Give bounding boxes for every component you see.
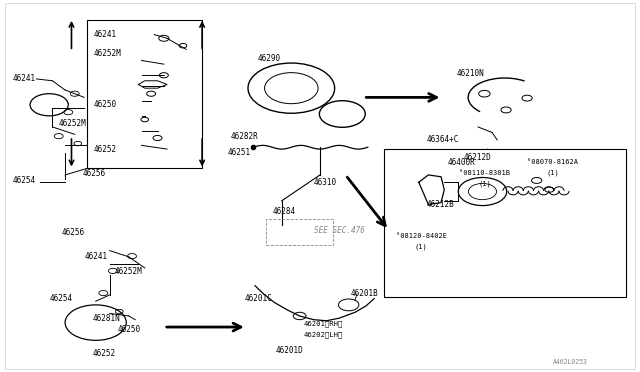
Bar — [88, 20, 202, 167]
Text: 46256: 46256 — [62, 228, 85, 237]
Text: 46252M: 46252M — [59, 119, 86, 128]
Text: 46290: 46290 — [257, 54, 280, 63]
Text: 46364+C: 46364+C — [427, 135, 460, 144]
Text: 46201C: 46201C — [245, 294, 273, 303]
Text: 46252: 46252 — [94, 145, 117, 154]
Text: 46241: 46241 — [13, 74, 36, 83]
Text: 46284: 46284 — [272, 207, 295, 217]
Text: 46256: 46256 — [83, 169, 106, 177]
Text: 46241: 46241 — [94, 30, 117, 39]
Text: 46400R: 46400R — [447, 157, 475, 167]
Text: 46202〈LH〉: 46202〈LH〉 — [304, 331, 344, 338]
Text: 46212B: 46212B — [427, 200, 455, 209]
Text: 46252M: 46252M — [94, 49, 122, 58]
Bar — [266, 219, 333, 245]
Text: 46251: 46251 — [228, 148, 251, 157]
Text: 46201〈RH〉: 46201〈RH〉 — [304, 320, 344, 327]
Text: °08110-8301B: °08110-8301B — [459, 170, 510, 176]
Text: 46254: 46254 — [13, 176, 36, 185]
Text: 46252: 46252 — [93, 350, 116, 359]
Text: 46282R: 46282R — [231, 132, 259, 141]
Text: SEE SEC.476: SEE SEC.476 — [314, 226, 365, 235]
Text: °08070-8162A: °08070-8162A — [527, 159, 578, 165]
Text: 46250: 46250 — [118, 326, 141, 334]
Text: (1): (1) — [546, 170, 559, 176]
Text: 46201D: 46201D — [275, 346, 303, 355]
Text: 46212D: 46212D — [464, 153, 492, 162]
Text: °08120-8402E: °08120-8402E — [396, 233, 447, 239]
Text: 46310: 46310 — [314, 178, 337, 187]
Text: 46254: 46254 — [49, 294, 72, 303]
Text: 46252M: 46252M — [115, 267, 143, 276]
Text: 46281N: 46281N — [93, 314, 120, 323]
Text: (1): (1) — [478, 181, 491, 187]
Text: 46241: 46241 — [84, 251, 108, 261]
Text: A462L0253: A462L0253 — [552, 359, 588, 365]
Text: 46201B: 46201B — [351, 289, 378, 298]
Text: 46250: 46250 — [94, 100, 117, 109]
Text: 46210N: 46210N — [457, 69, 484, 78]
Text: (1): (1) — [414, 244, 427, 250]
Bar — [384, 149, 626, 297]
